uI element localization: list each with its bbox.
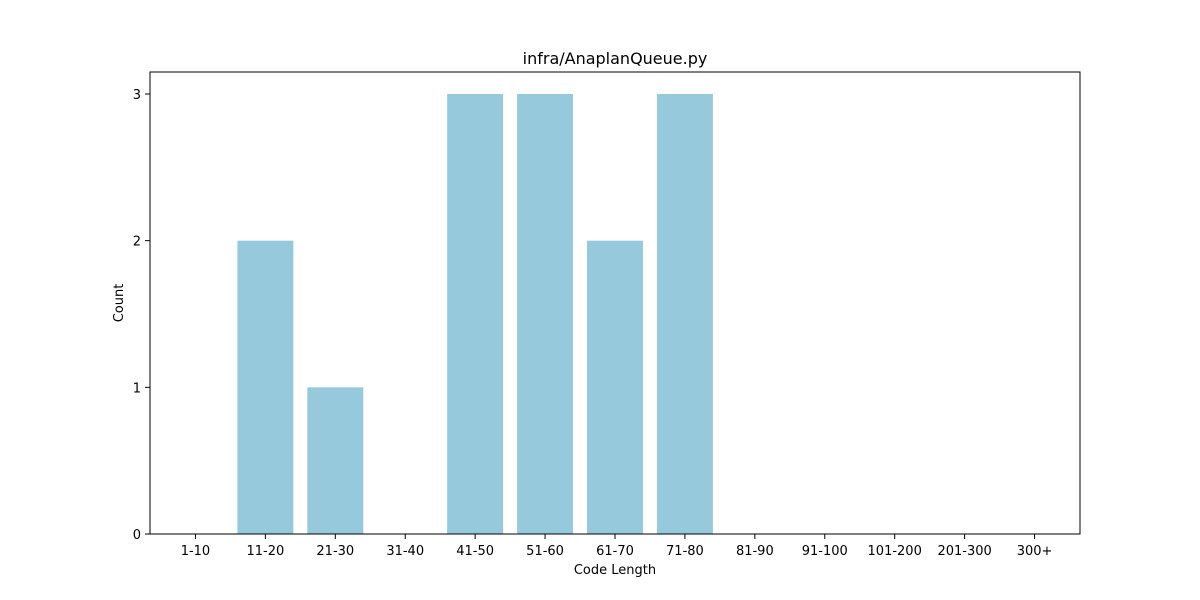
x-tick-label: 71-80 [666, 544, 704, 559]
y-tick-label: 3 [133, 88, 141, 103]
x-tick-label: 300+ [1017, 544, 1053, 559]
x-tick-label: 91-100 [802, 544, 848, 559]
y-axis: 0 1 2 3 [133, 88, 150, 543]
bar-41-50 [447, 94, 504, 534]
bar-71-80 [656, 94, 713, 534]
y-tick-label: 0 [133, 528, 141, 543]
x-tick-label: 1-10 [181, 544, 211, 559]
y-axis-label: Count [112, 284, 127, 323]
x-tick-label: 51-60 [526, 544, 564, 559]
bar-61-70 [587, 240, 643, 534]
y-tick-label: 2 [133, 235, 141, 250]
y-tick-label: 1 [133, 381, 141, 396]
x-tick-label: 21-30 [316, 544, 354, 559]
x-tick-label: 101-200 [868, 544, 922, 559]
x-tick-label: 81-90 [736, 544, 774, 559]
bar-21-30 [307, 387, 364, 534]
x-axis-label: Code Length [574, 563, 656, 578]
bars-group [237, 94, 713, 534]
x-tick-label: 31-40 [386, 544, 424, 559]
x-tick-label: 11-20 [246, 544, 284, 559]
chart-title: infra/AnaplanQueue.py [523, 49, 708, 68]
bar-11-20 [237, 240, 294, 534]
bar-51-60 [517, 94, 574, 534]
x-tick-label: 61-70 [596, 544, 634, 559]
x-axis: 1-10 11-20 21-30 31-40 41-50 51-60 61-70 71-80 8… [181, 534, 1053, 559]
x-tick-label: 41-50 [456, 544, 494, 559]
x-tick-label: 201-300 [937, 544, 991, 559]
